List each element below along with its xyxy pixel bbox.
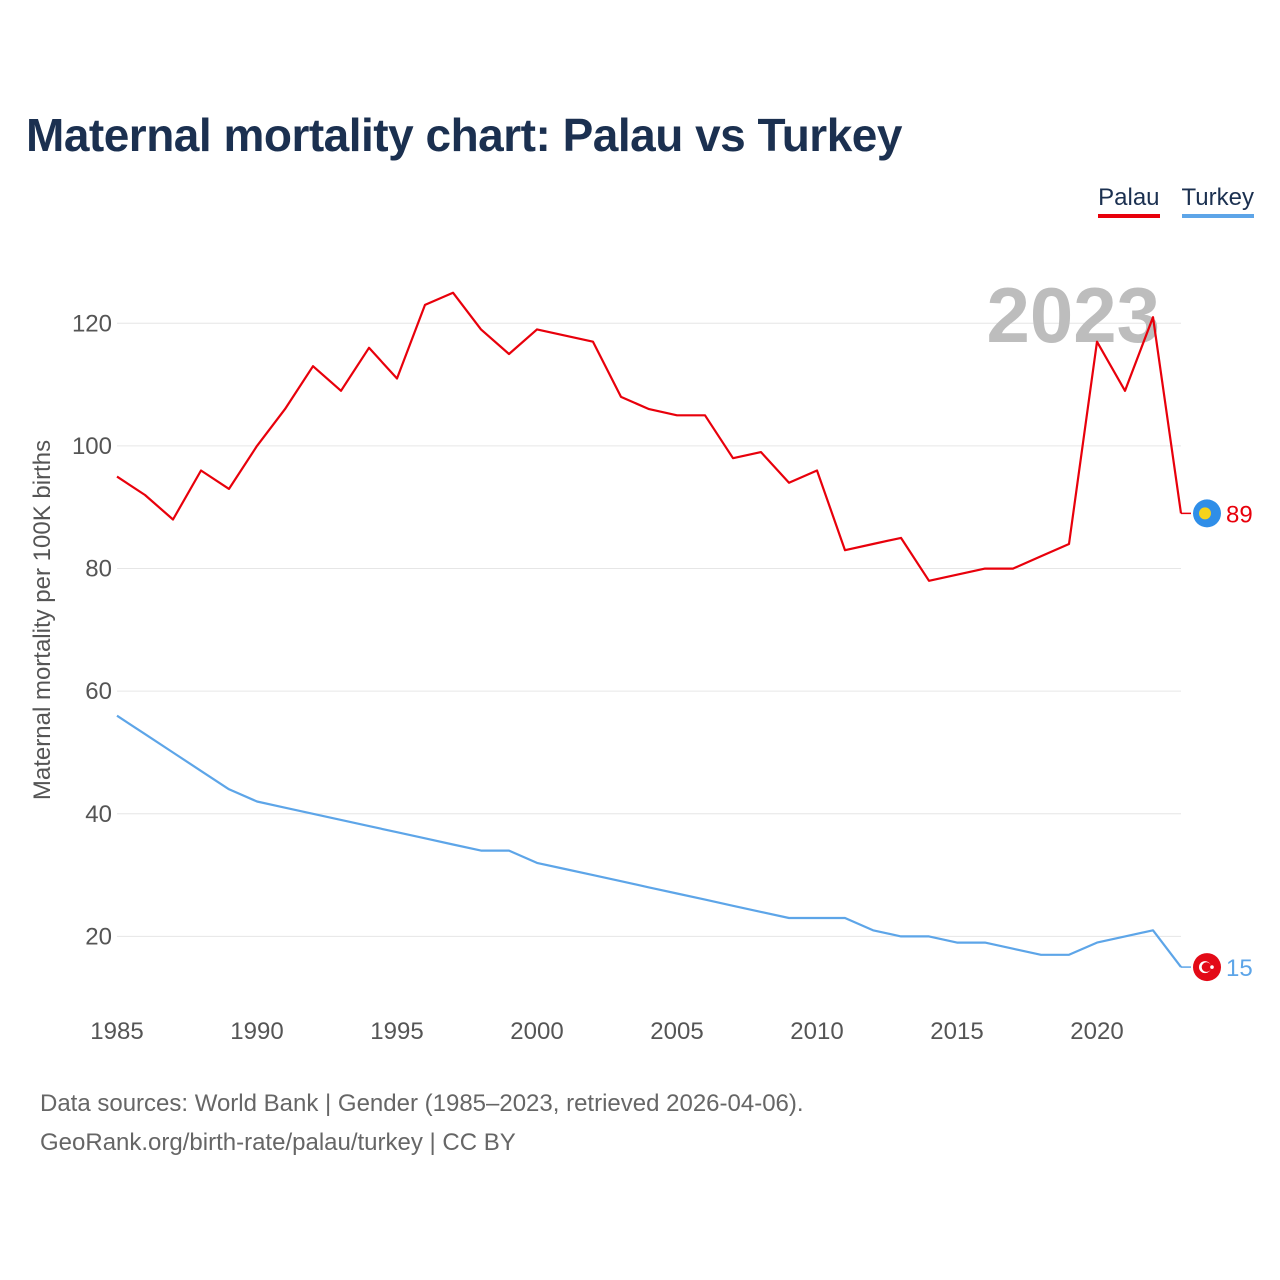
- year-watermark: 2023: [986, 271, 1160, 359]
- series-end-markers: 89 15: [1181, 499, 1253, 982]
- footer-credit[interactable]: GeoRank.org/birth-rate/palau/turkey | CC…: [40, 1129, 516, 1156]
- end-value-label: 15: [1226, 955, 1253, 982]
- y-axis-ticks: 20 40 60 80 100 120: [72, 310, 112, 950]
- x-tick-label: 2000: [510, 1018, 563, 1045]
- x-tick-label: 1995: [370, 1018, 423, 1045]
- palau-flag-icon: [1193, 499, 1221, 528]
- turkey-flag-icon: [1193, 953, 1221, 982]
- y-tick-label: 60: [85, 678, 112, 705]
- x-tick-label: 1985: [90, 1018, 143, 1045]
- legend: Palau Turkey: [1098, 184, 1254, 218]
- legend-item-palau[interactable]: Palau: [1098, 184, 1160, 218]
- x-axis-ticks: 1985 1990 1995 2000 2005 2010 2015 2020: [90, 1018, 1123, 1045]
- x-tick-label: 2015: [930, 1018, 983, 1045]
- legend-item-turkey[interactable]: Turkey: [1181, 184, 1254, 218]
- grid-lines: [117, 322, 1181, 937]
- x-tick-label: 2005: [650, 1018, 703, 1045]
- series-lines: [116, 291, 1183, 968]
- y-tick-label: 100: [72, 433, 112, 460]
- chart-title: Maternal mortality chart: Palau vs Turke…: [26, 109, 902, 161]
- y-tick-label: 20: [85, 923, 112, 950]
- y-tick-label: 40: [85, 801, 112, 828]
- footer-source: Data sources: World Bank | Gender (1985–…: [40, 1090, 804, 1117]
- x-tick-label: 1990: [230, 1018, 283, 1045]
- end-value-label: 89: [1226, 501, 1253, 528]
- series-line-turkey[interactable]: [116, 714, 1182, 968]
- footer: Data sources: World Bank | Gender (1985–…: [40, 1084, 804, 1162]
- series-line-palau[interactable]: [116, 291, 1183, 582]
- x-tick-label: 2010: [790, 1018, 843, 1045]
- y-tick-label: 120: [72, 310, 112, 337]
- y-axis-label: Maternal mortality per 100K births: [29, 440, 56, 800]
- y-tick-label: 80: [85, 556, 112, 583]
- x-tick-label: 2020: [1070, 1018, 1123, 1045]
